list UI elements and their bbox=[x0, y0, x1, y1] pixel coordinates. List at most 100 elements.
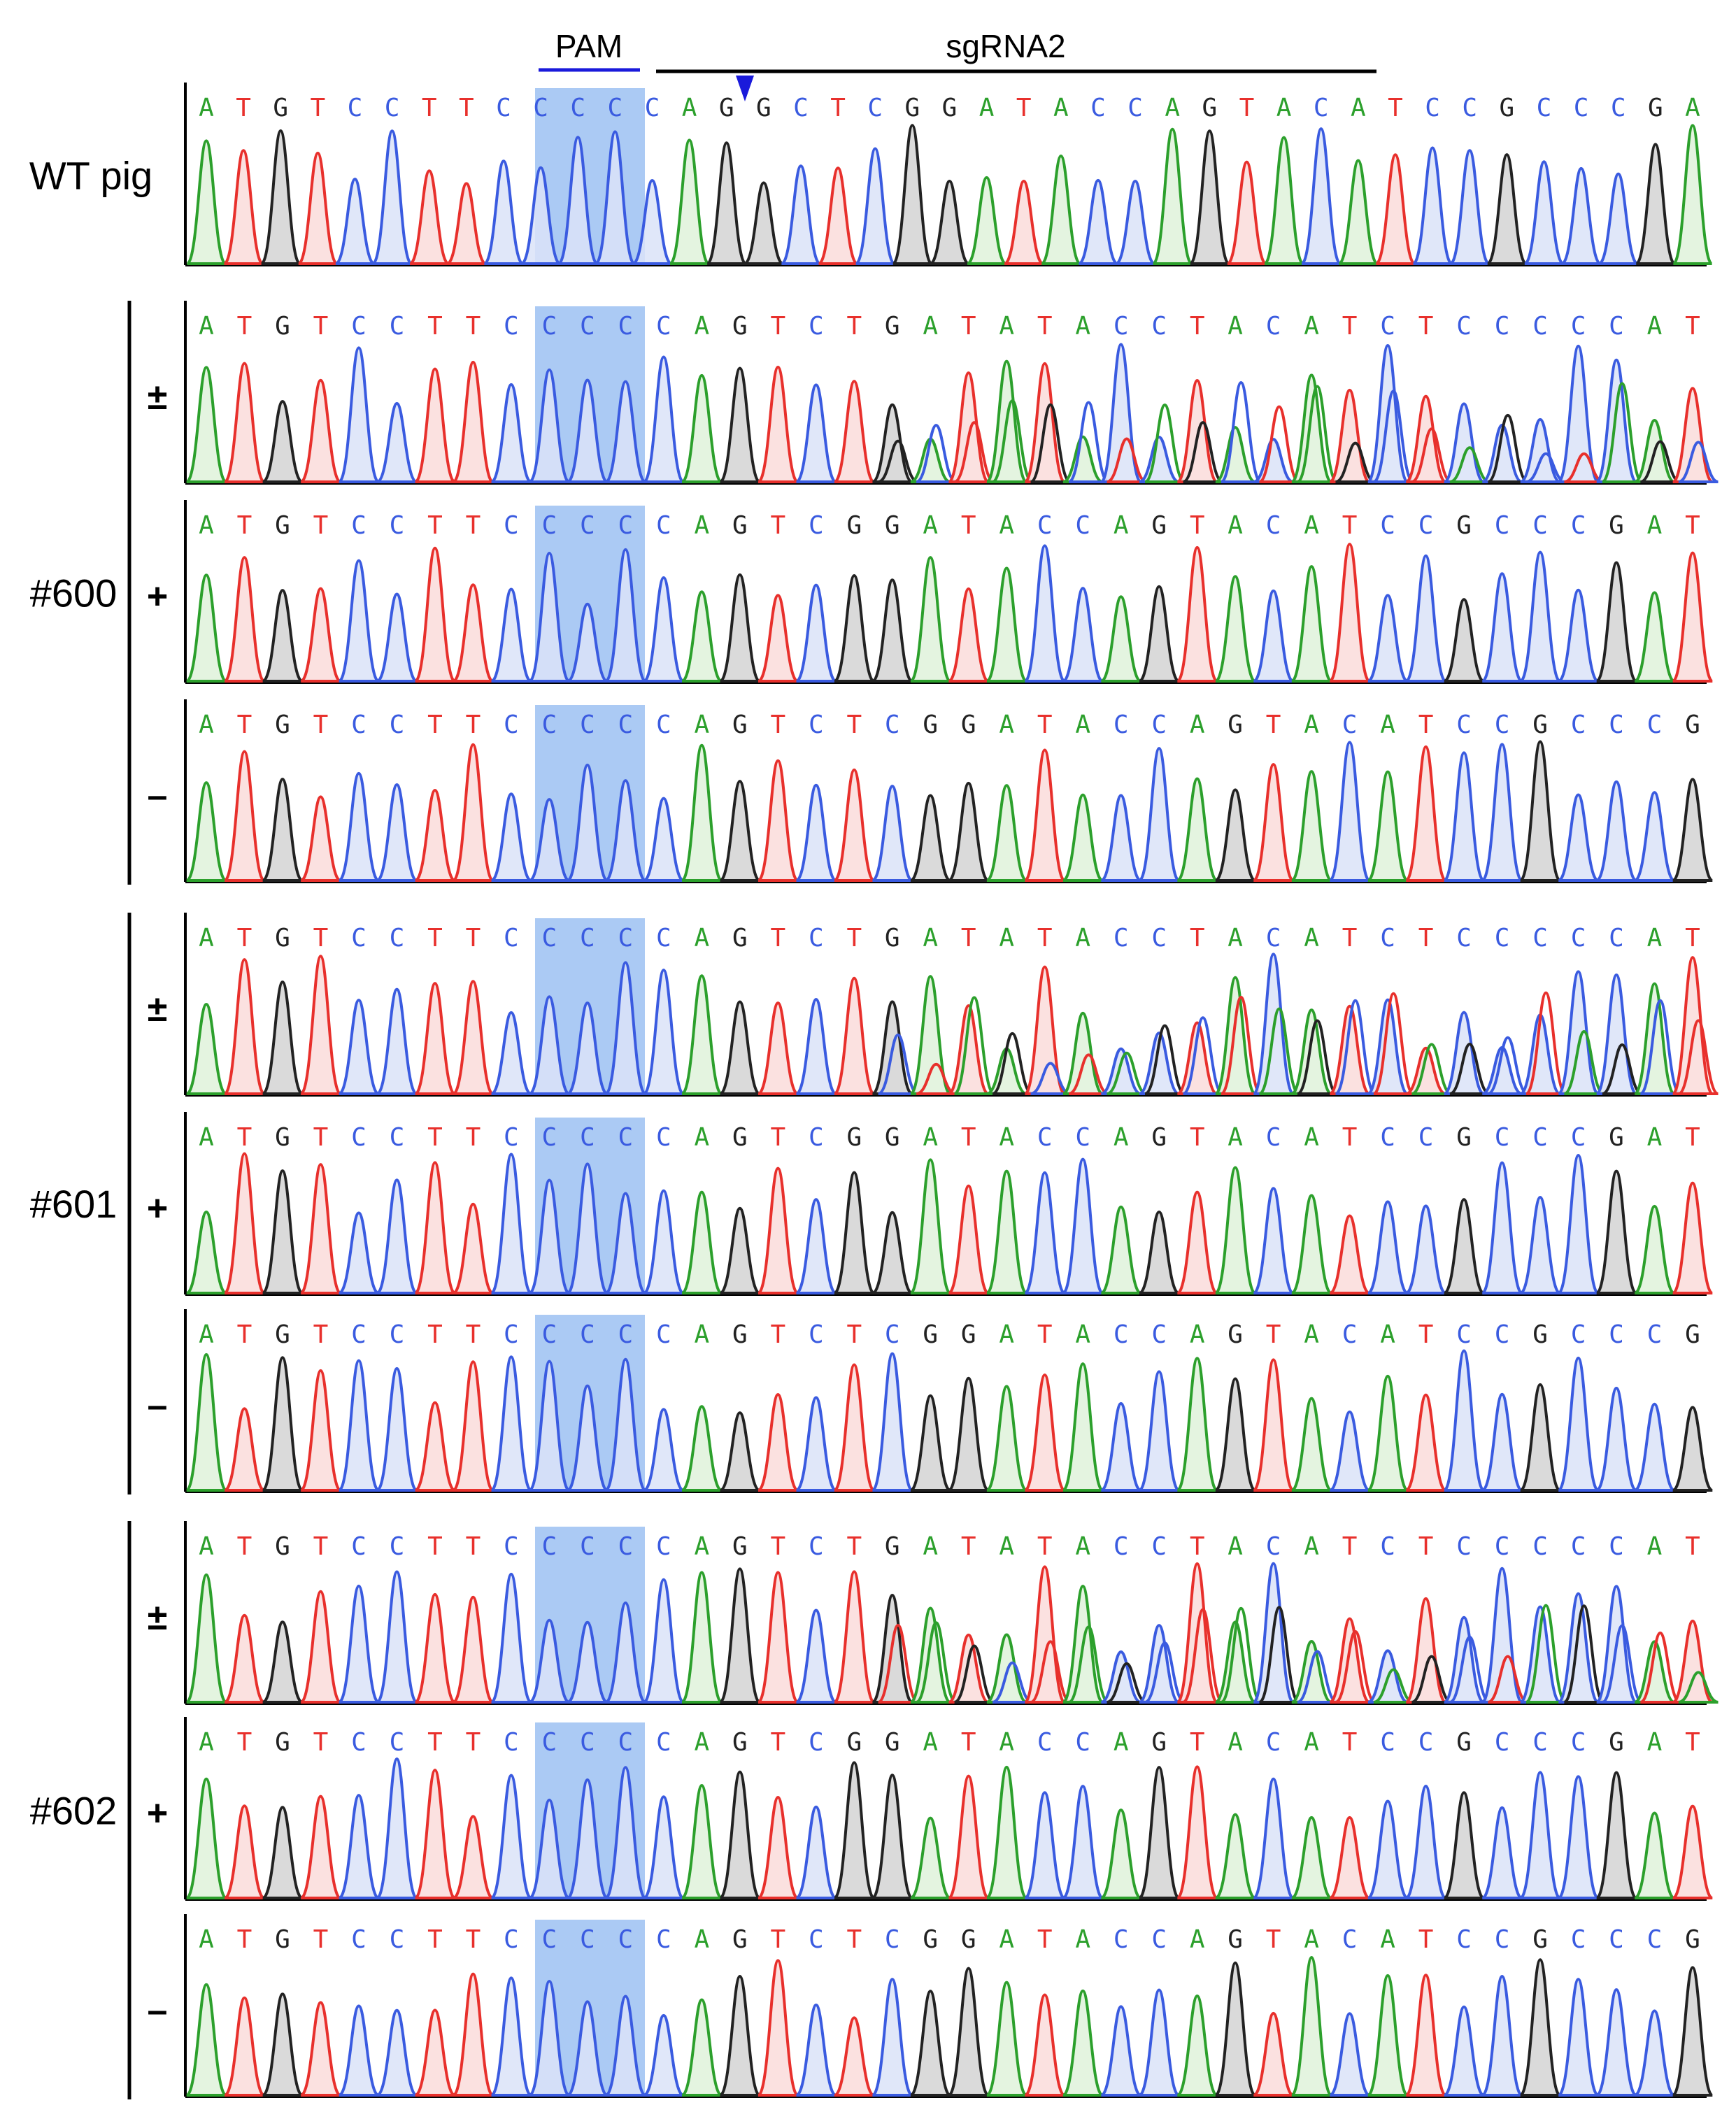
base-call-letter: C bbox=[1151, 711, 1167, 739]
trace-peak bbox=[1137, 1370, 1181, 1492]
trace-peak bbox=[490, 383, 532, 483]
trace-peak bbox=[1078, 178, 1118, 265]
trace-peak-secondary bbox=[1677, 1019, 1719, 1095]
trace-peak-secondary bbox=[1449, 1635, 1490, 1704]
trace-peak bbox=[1634, 791, 1675, 882]
trace-peak bbox=[452, 1360, 495, 1492]
trace-peak bbox=[1367, 998, 1409, 1095]
trace-peak bbox=[1176, 545, 1218, 683]
trace-peak bbox=[414, 788, 456, 882]
base-call-letter: C bbox=[1571, 312, 1586, 341]
trace-peak bbox=[453, 1815, 494, 1899]
base-call-letter: C bbox=[351, 1320, 367, 1349]
trace-peak bbox=[1290, 1194, 1332, 1294]
base-call-letter: C bbox=[1495, 312, 1510, 341]
base-call-letter: T bbox=[466, 924, 481, 953]
trace-peak bbox=[376, 1757, 418, 1899]
trace-peak bbox=[452, 1595, 494, 1704]
base-call-letter: C bbox=[1418, 511, 1434, 540]
base-call-letter: A bbox=[199, 711, 214, 739]
base-call-letter: C bbox=[390, 924, 405, 953]
trace-peak bbox=[1100, 2005, 1142, 2097]
trace-peak bbox=[1023, 748, 1067, 882]
trace-peak bbox=[871, 1774, 914, 1899]
base-call-letter: T bbox=[236, 94, 251, 122]
base-call-letter: T bbox=[422, 94, 437, 122]
sample-group-label: #602 bbox=[30, 1789, 118, 1833]
trace-peak bbox=[1595, 1169, 1637, 1294]
base-call-letter: G bbox=[846, 1728, 862, 1757]
base-call-letter: A bbox=[694, 1728, 709, 1757]
trace-peak bbox=[718, 1567, 762, 1704]
trace-peak-secondary bbox=[1106, 437, 1147, 483]
base-call-letter: T bbox=[1418, 711, 1434, 739]
base-call-letter: C bbox=[809, 312, 824, 341]
base-call-letter: C bbox=[1266, 1728, 1281, 1757]
base-call-letter: C bbox=[656, 1532, 671, 1561]
trace-peak bbox=[300, 2001, 341, 2097]
trace-peak bbox=[1329, 1617, 1370, 1704]
trace-peak-secondary bbox=[1030, 1640, 1072, 1704]
trace-peak-secondary bbox=[877, 1623, 919, 1704]
trace-peak bbox=[594, 130, 636, 265]
trace-peak-secondary bbox=[1411, 1655, 1452, 1704]
trace-peak bbox=[1518, 1958, 1562, 2097]
trace-peak bbox=[490, 792, 532, 882]
trace-peak bbox=[413, 1161, 457, 1294]
base-call-letter: G bbox=[732, 1925, 748, 1954]
trace-peak bbox=[1405, 1046, 1446, 1095]
trace-peak bbox=[871, 1978, 914, 2097]
trace-peak bbox=[1443, 402, 1485, 483]
base-call-letter: C bbox=[1609, 1320, 1624, 1349]
trace-peak bbox=[490, 1153, 533, 1294]
trace-peak bbox=[833, 574, 875, 683]
base-call-letter: G bbox=[1648, 94, 1663, 122]
base-call-letter: C bbox=[1114, 312, 1129, 341]
trace-peak bbox=[1557, 1356, 1600, 1492]
trace-peak bbox=[795, 1198, 837, 1294]
trace-peak-secondary bbox=[1601, 1624, 1643, 1704]
trace-peak bbox=[1672, 1406, 1714, 1492]
genotype-marker: ± bbox=[148, 1597, 168, 1638]
base-call-letter: C bbox=[1495, 1320, 1510, 1349]
base-call-letter: T bbox=[1685, 312, 1700, 341]
trace-peak bbox=[223, 1152, 266, 1294]
base-call-letter: A bbox=[1647, 1532, 1663, 1561]
trace-peak-secondary bbox=[1335, 999, 1376, 1095]
trace-peak bbox=[1100, 1401, 1142, 1492]
trace-peak bbox=[1558, 1592, 1600, 1704]
base-call-letter: T bbox=[770, 711, 785, 739]
base-call-letter: G bbox=[732, 312, 748, 341]
trace-peak bbox=[1367, 594, 1409, 683]
trace-peak bbox=[1672, 1619, 1714, 1704]
base-call-letter: A bbox=[1647, 1728, 1663, 1757]
trace-peak-secondary bbox=[953, 1644, 995, 1704]
trace-peak-secondary bbox=[1411, 427, 1452, 483]
trace-peak bbox=[376, 2009, 418, 2097]
trace-peak bbox=[1595, 780, 1637, 882]
base-call-letter: T bbox=[427, 924, 443, 953]
trace-peak bbox=[1634, 982, 1675, 1095]
trace-peak bbox=[1290, 1639, 1332, 1704]
trace-peak bbox=[452, 743, 495, 882]
trace-peak-secondary bbox=[1639, 440, 1681, 483]
trace-peak bbox=[297, 151, 339, 265]
base-call-letter: C bbox=[580, 1320, 595, 1349]
trace-peak bbox=[1290, 1397, 1332, 1492]
trace-peak bbox=[1481, 1975, 1523, 2097]
trace-peak bbox=[414, 2009, 456, 2097]
trace-peak bbox=[986, 784, 1027, 882]
base-call-letter: T bbox=[427, 1320, 443, 1349]
trace-peak-secondary bbox=[1525, 991, 1567, 1095]
base-call-letter: C bbox=[1609, 924, 1624, 953]
base-call-letter: A bbox=[923, 924, 938, 953]
trace-peak bbox=[909, 794, 951, 882]
trace-peak bbox=[795, 583, 837, 683]
trace-peak bbox=[1023, 1373, 1067, 1492]
base-call-letter: C bbox=[1151, 1925, 1167, 1954]
base-call-letter: T bbox=[466, 1532, 481, 1561]
genotype-marker: + bbox=[147, 1188, 168, 1229]
base-call-letter: A bbox=[199, 511, 214, 540]
